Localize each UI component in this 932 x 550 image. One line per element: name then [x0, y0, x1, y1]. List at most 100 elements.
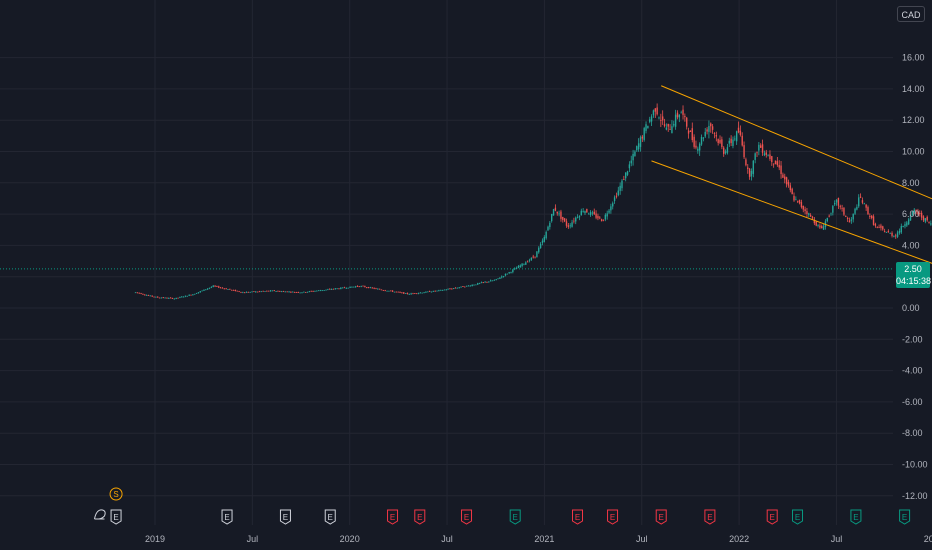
event-markers[interactable]: SEEEEEEEEEEEEEEEEEEEEEE — [93, 487, 932, 525]
candle-body — [813, 219, 816, 224]
candle-body — [223, 288, 226, 290]
grid-lines — [0, 0, 893, 525]
x-tick-label: 2020 — [340, 534, 360, 544]
candle-body — [275, 291, 277, 292]
candle-body — [567, 225, 570, 227]
candle-body — [297, 292, 299, 293]
earnings-icon[interactable] — [704, 509, 716, 525]
candle-body — [589, 211, 592, 216]
candle-body — [373, 287, 375, 289]
earnings-label: E — [902, 513, 907, 522]
earnings-icon[interactable] — [850, 509, 862, 525]
candle-body — [785, 177, 788, 185]
candle-body — [504, 273, 507, 276]
candle-body — [299, 292, 301, 294]
earnings-label: E — [224, 513, 229, 522]
earnings-icon[interactable] — [279, 509, 291, 525]
y-tick-label: 12.00 — [902, 115, 925, 125]
dividend-icon[interactable] — [109, 487, 123, 501]
candle-body — [219, 287, 222, 289]
candle-body — [144, 294, 146, 296]
candle-body — [765, 152, 767, 155]
candle-body — [388, 290, 390, 292]
candle-body — [669, 129, 671, 130]
candle-body — [724, 151, 727, 154]
earnings-icon[interactable] — [571, 509, 583, 525]
candle-body — [377, 288, 379, 290]
candle-body — [821, 226, 823, 229]
candle-body — [602, 219, 605, 221]
candle-body — [913, 209, 915, 213]
candle-body — [495, 278, 497, 280]
candle-body — [268, 290, 270, 292]
channel-upper-line[interactable] — [661, 85, 932, 277]
earnings-icon[interactable] — [461, 509, 473, 525]
candle-body — [243, 292, 246, 294]
candle-body — [136, 292, 139, 294]
candle-body — [312, 291, 314, 292]
candle-body — [578, 215, 581, 218]
y-tick-label: 10.00 — [902, 147, 925, 157]
candle-body — [713, 133, 716, 134]
earnings-icon[interactable] — [899, 509, 911, 525]
candle-body — [412, 293, 414, 295]
earnings-icon[interactable] — [221, 509, 233, 525]
currency-label[interactable]: CAD — [897, 6, 925, 22]
candle-body — [390, 290, 392, 292]
candle-body — [208, 287, 211, 289]
candle-body — [530, 257, 533, 260]
candle-body — [719, 139, 721, 143]
candle-body — [382, 290, 385, 291]
earnings-icon[interactable] — [110, 509, 122, 525]
candle-body — [253, 291, 255, 293]
candle-body — [404, 293, 407, 294]
candle-body — [726, 147, 729, 153]
candle-body — [443, 289, 446, 291]
candle-body — [449, 288, 451, 290]
earnings-icon[interactable] — [655, 509, 667, 525]
candle-body — [145, 295, 148, 296]
earnings-icon[interactable] — [607, 509, 619, 525]
candle-body — [327, 289, 329, 291]
candle-body — [649, 119, 651, 122]
candle-body — [752, 160, 755, 174]
earnings-icon[interactable] — [509, 509, 521, 525]
candle-body — [321, 290, 324, 292]
candle-body — [650, 116, 653, 122]
candle-body — [904, 224, 906, 227]
candle-body — [634, 151, 636, 157]
drawing-tools[interactable] — [651, 85, 932, 332]
candle-body — [519, 265, 521, 267]
candle-body — [833, 202, 836, 205]
candle-body — [378, 288, 381, 290]
candle-body — [506, 273, 509, 275]
candle-body — [702, 137, 705, 139]
split-icon[interactable] — [93, 509, 106, 520]
earnings-icon[interactable] — [414, 509, 426, 525]
candle-body — [353, 286, 355, 288]
candle-body — [711, 126, 714, 130]
candle-body — [194, 293, 196, 295]
candle-body — [399, 291, 401, 293]
earnings-label: E — [575, 513, 580, 522]
candle-body — [456, 287, 459, 289]
earnings-icon[interactable] — [387, 509, 399, 525]
candle-body — [203, 289, 205, 291]
candle-body — [445, 289, 447, 291]
candle-body — [797, 200, 799, 202]
earnings-icon[interactable] — [324, 509, 336, 525]
candle-body — [691, 128, 693, 141]
candlestick-series[interactable] — [134, 103, 932, 300]
candle-body — [641, 136, 644, 139]
earnings-icon[interactable] — [792, 509, 804, 525]
candle-body — [308, 291, 311, 293]
candle-body — [508, 272, 510, 274]
candle-body — [512, 269, 514, 273]
candle-body — [480, 282, 483, 284]
candle-body — [195, 293, 198, 294]
channel-lower-line[interactable] — [651, 160, 932, 332]
earnings-icon[interactable] — [766, 509, 778, 525]
time-axis[interactable]: 2019Jul2020Jul2021Jul2022Jul2023Jul2024J… — [145, 534, 932, 544]
candle-body — [489, 280, 492, 282]
